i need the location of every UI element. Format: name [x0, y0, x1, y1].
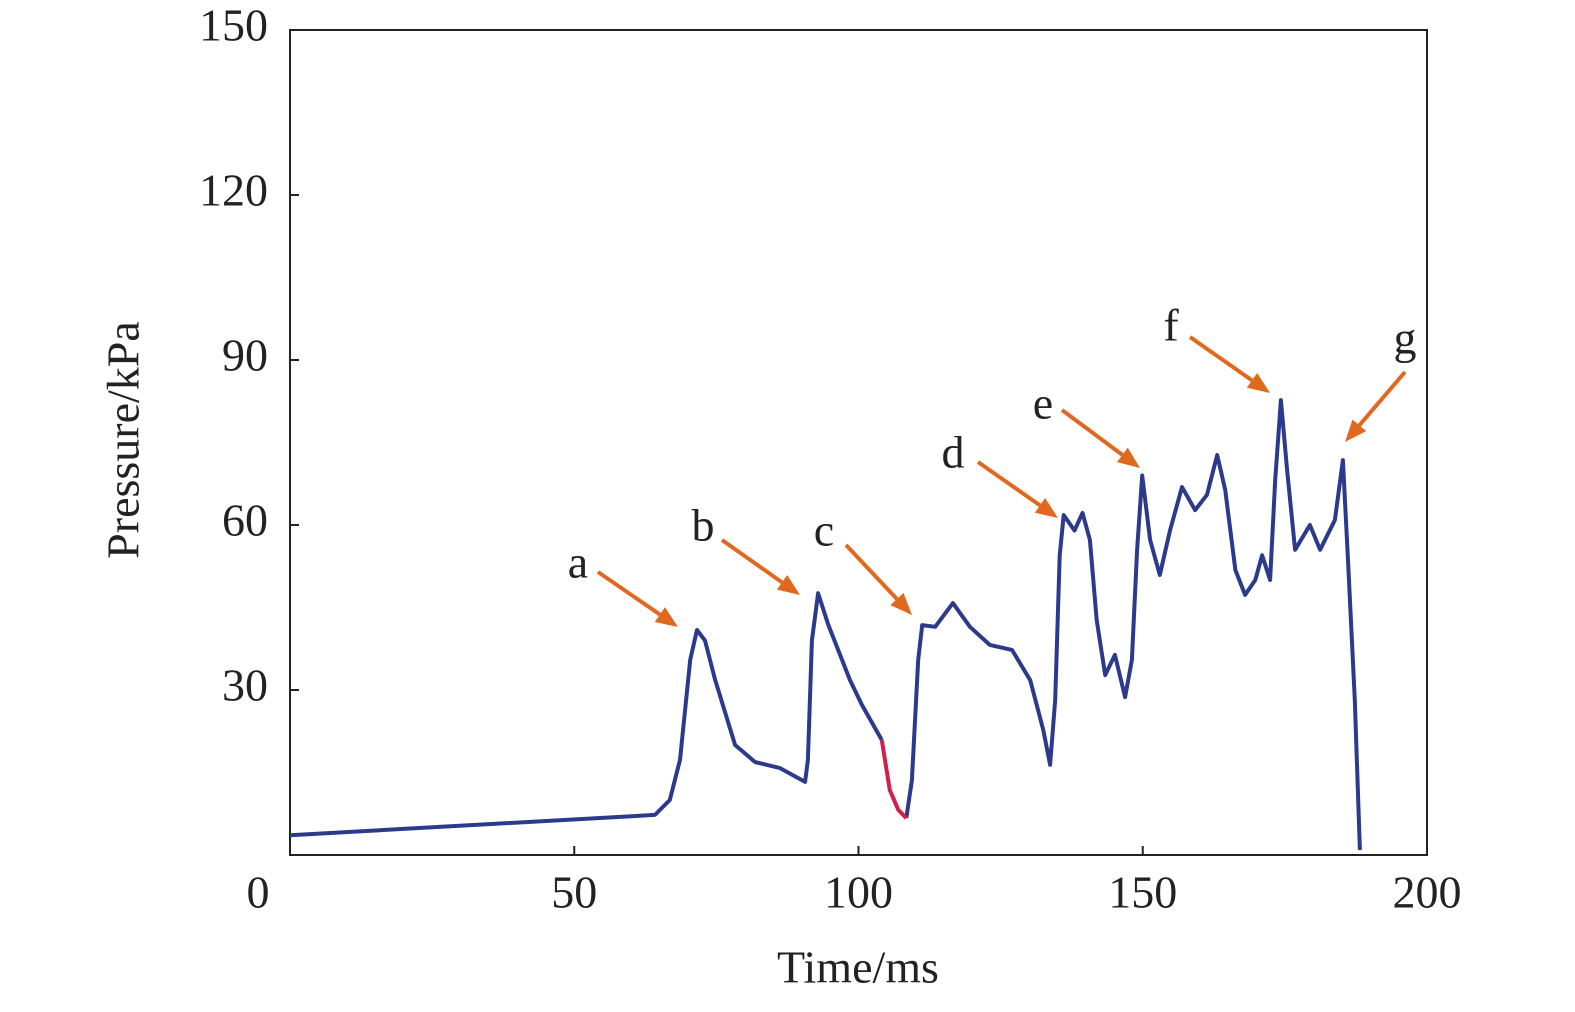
annotation-label: a — [568, 537, 588, 588]
y-tick-label: 120 — [199, 165, 268, 216]
pressure-line — [289, 398, 1362, 851]
x-tick-label: 100 — [824, 867, 893, 918]
annotation-arrowhead — [890, 592, 912, 615]
annotation-label: g — [1394, 313, 1417, 364]
y-tick-label: 30 — [222, 660, 268, 711]
annotation-label: b — [692, 500, 715, 551]
y-tick-label: 150 — [199, 0, 268, 51]
annotation-label: f — [1163, 300, 1179, 351]
plot-frame — [289, 29, 1428, 856]
x-tick-label: 50 — [551, 867, 597, 918]
annotation-label: c — [814, 505, 834, 556]
annotation-arrow — [720, 538, 784, 584]
annotation-arrow — [976, 460, 1042, 508]
annotation-arrowhead — [1116, 447, 1140, 468]
annotation-arrowhead — [776, 574, 800, 595]
annotation-arrow — [596, 570, 662, 617]
annotation-arrowhead — [1246, 373, 1270, 393]
annotation-arrowhead — [1034, 498, 1058, 518]
annotation-label: e — [1033, 378, 1053, 429]
pressure-line — [879, 739, 908, 820]
y-axis-label: Pressure/kPa — [98, 321, 149, 559]
annotation-arrowhead — [1345, 419, 1367, 442]
x-axis-label: Time/ms — [777, 942, 939, 993]
y-tick-label: 60 — [222, 495, 268, 546]
annotation-arrow — [844, 543, 899, 601]
annotation-arrow — [1060, 408, 1124, 457]
annotation-arrowhead — [654, 607, 678, 627]
annotation-arrow — [1357, 370, 1407, 427]
x-tick-label: 150 — [1108, 867, 1177, 918]
annotation-label: d — [942, 427, 965, 478]
x-tick-label: 0 — [247, 867, 270, 918]
x-tick-label: 200 — [1393, 867, 1462, 918]
annotation-arrow — [1188, 335, 1254, 383]
y-tick-label: 90 — [222, 330, 268, 381]
